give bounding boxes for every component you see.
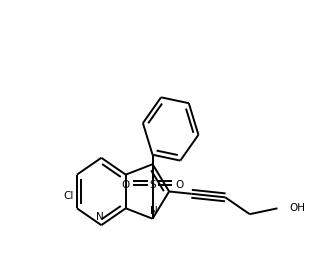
Text: S: S [149, 180, 156, 190]
Text: OH: OH [289, 203, 305, 213]
Text: O: O [176, 180, 184, 190]
Text: Cl: Cl [63, 192, 74, 202]
Text: O: O [121, 180, 129, 190]
Text: N: N [96, 212, 104, 222]
Text: N: N [150, 206, 158, 216]
